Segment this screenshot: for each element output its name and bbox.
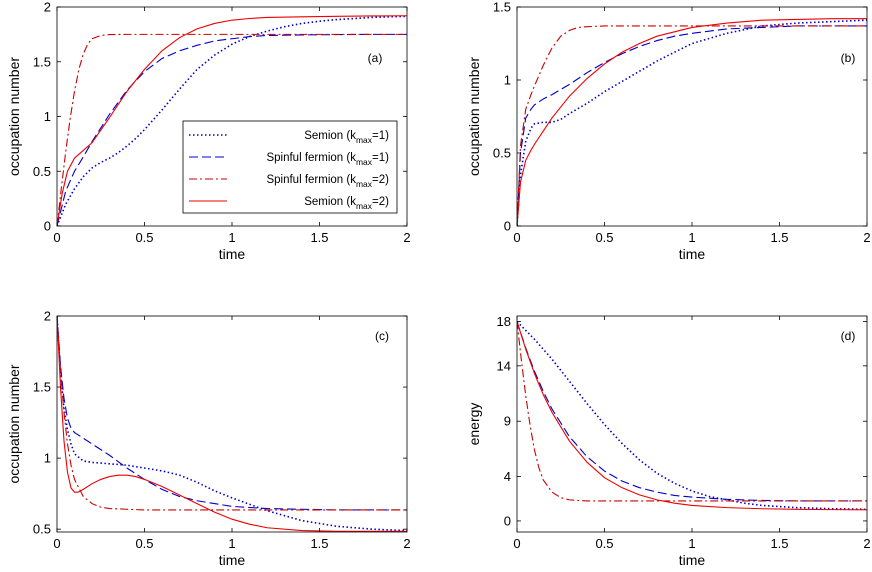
y-tick-label: 4 bbox=[504, 469, 511, 484]
x-tick-label: 1 bbox=[688, 230, 695, 245]
series-line-4 bbox=[517, 321, 867, 511]
legend-entry-text: Spinful fermion (kmax=1) bbox=[266, 152, 389, 167]
y-tick-label: 0 bbox=[44, 219, 51, 234]
series-line-1 bbox=[517, 19, 867, 226]
legend: Semion (kmax=1) Spinful fermion (kmax=1) S… bbox=[182, 120, 398, 214]
y-axis-label: occupation number bbox=[6, 57, 22, 176]
legend-entry-text: Semion (kmax=2) bbox=[304, 196, 389, 211]
series-line-2 bbox=[517, 321, 867, 502]
y-tick-label: 0.5 bbox=[33, 522, 51, 537]
series-line-3 bbox=[57, 33, 407, 226]
y-tick-label: 18 bbox=[497, 314, 511, 329]
x-tick-label: 1.5 bbox=[770, 536, 788, 551]
x-axis-label: time bbox=[219, 246, 246, 262]
series-line-1 bbox=[57, 15, 407, 226]
x-tick-label: 2 bbox=[863, 230, 870, 245]
panel-label: (a) bbox=[368, 51, 383, 65]
series-line-4 bbox=[57, 316, 407, 532]
x-tick-label: 0.5 bbox=[135, 536, 153, 551]
y-tick-label: 0.5 bbox=[33, 164, 51, 179]
y-tick-label: 0.5 bbox=[493, 146, 511, 161]
x-tick-label: 0.5 bbox=[595, 230, 613, 245]
x-tick-label: 0 bbox=[53, 230, 60, 245]
panel-a: 0 0.5 1 1.5 2 0 0.5 1 1.5 2 time occupation number (… bbox=[6, 0, 411, 262]
series-line-3 bbox=[517, 25, 867, 226]
y-tick-label: 0 bbox=[504, 513, 511, 528]
y-tick-label: 1.5 bbox=[33, 380, 51, 395]
x-axis-label: time bbox=[679, 552, 706, 568]
series-line-4 bbox=[57, 15, 407, 226]
x-tick-label: 2 bbox=[403, 230, 410, 245]
x-tick-label: 1.5 bbox=[310, 230, 328, 245]
series-line-1 bbox=[517, 320, 867, 511]
y-tick-label: 14 bbox=[497, 358, 511, 373]
series-line-2 bbox=[57, 316, 407, 511]
series-line-1 bbox=[57, 316, 407, 532]
x-tick-label: 1 bbox=[228, 230, 235, 245]
x-tick-label: 0.5 bbox=[135, 230, 153, 245]
x-axis-label: time bbox=[219, 552, 246, 568]
panel-label: (d) bbox=[841, 329, 856, 343]
y-tick-label: 1.5 bbox=[33, 54, 51, 69]
x-tick-label: 0.5 bbox=[595, 536, 613, 551]
y-axis-label: occupation number bbox=[6, 364, 22, 483]
y-tick-label: 1 bbox=[44, 109, 51, 124]
y-tick-label: 2 bbox=[44, 309, 51, 324]
panel-b: 0 0.5 1 1.5 2 0 0.5 1 1.5 time occupation number (b… bbox=[466, 0, 871, 262]
y-axis-label: energy bbox=[466, 403, 482, 446]
panel-label: (c) bbox=[375, 329, 389, 343]
series-line-4 bbox=[517, 18, 867, 226]
x-axis-label: time bbox=[679, 246, 706, 262]
series-line-2 bbox=[517, 25, 867, 226]
y-tick-label: 1.5 bbox=[493, 0, 511, 15]
x-tick-label: 1.5 bbox=[770, 230, 788, 245]
series-line-3 bbox=[517, 321, 867, 502]
y-tick-label: 1 bbox=[504, 73, 511, 88]
y-tick-label: 1 bbox=[44, 451, 51, 466]
plot-frame bbox=[516, 6, 868, 227]
x-tick-label: 0 bbox=[513, 230, 520, 245]
series-line-3 bbox=[57, 316, 407, 511]
legend-box bbox=[182, 120, 398, 214]
x-tick-label: 2 bbox=[403, 536, 410, 551]
panel-d: 0 0.5 1 1.5 2 0 4 9 14 18 time energy (d) bbox=[466, 314, 871, 568]
x-tick-label: 0 bbox=[53, 536, 60, 551]
x-tick-label: 1 bbox=[228, 536, 235, 551]
plot-frame bbox=[56, 315, 408, 533]
y-axis-label: occupation number bbox=[466, 57, 482, 176]
x-tick-label: 1 bbox=[688, 536, 695, 551]
legend-entry-text: Spinful fermion (kmax=2) bbox=[266, 174, 389, 189]
y-tick-label: 9 bbox=[504, 414, 511, 429]
x-tick-label: 2 bbox=[863, 536, 870, 551]
legend-entry-text: Semion (kmax=1) bbox=[304, 130, 389, 145]
x-tick-label: 0 bbox=[513, 536, 520, 551]
y-tick-label: 2 bbox=[44, 0, 51, 15]
x-tick-label: 1.5 bbox=[310, 536, 328, 551]
y-tick-label: 0 bbox=[504, 219, 511, 234]
panel-label: (b) bbox=[841, 51, 856, 65]
